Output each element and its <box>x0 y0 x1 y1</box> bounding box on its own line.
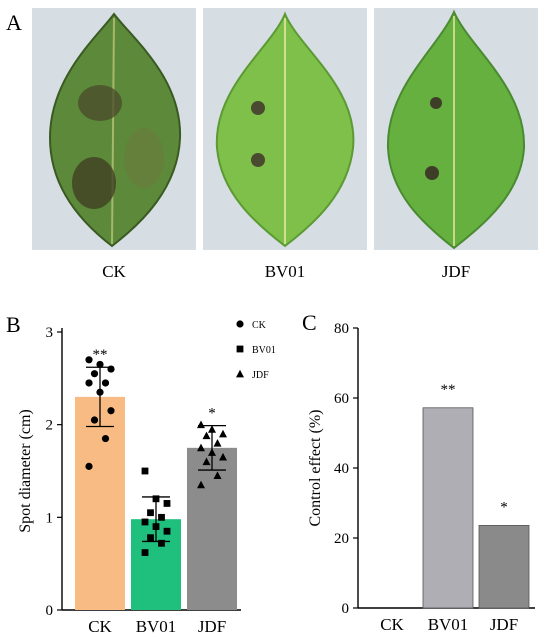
leaf-label-bv01: BV01 <box>264 262 306 281</box>
data-point-bv01 <box>141 549 149 556</box>
legend-marker-ck <box>236 320 244 328</box>
data-point-bv01 <box>163 527 171 535</box>
leaf-label-jdf: JDF <box>441 262 471 281</box>
leaf-bv01-image <box>215 11 355 248</box>
data-point-jdf <box>197 443 205 452</box>
x-tick-label: JDF <box>198 617 226 636</box>
legend-label: JDF <box>252 370 269 381</box>
data-point-ck <box>85 379 93 387</box>
bar-ck <box>75 396 125 610</box>
data-point-bv01 <box>152 523 160 530</box>
bar-jdf <box>187 447 237 610</box>
data-point-bv01 <box>158 513 165 521</box>
x-tick-label: CK <box>88 617 112 636</box>
panel-letter-b: B <box>6 312 21 337</box>
legend-marker-bv01 <box>236 345 244 353</box>
data-point-jdf <box>219 452 227 461</box>
data-point-jdf <box>219 429 227 438</box>
data-point-bv01 <box>141 518 149 526</box>
legend-label: CK <box>252 320 267 331</box>
leaf-photo-ck <box>32 8 196 250</box>
data-point-jdf <box>197 420 205 429</box>
y-tick-label: 0 <box>342 601 350 617</box>
y-tick-label: 2 <box>46 418 54 434</box>
y-tick-label: 0 <box>46 603 54 619</box>
data-point-bv01 <box>163 500 171 507</box>
data-point-ck <box>96 360 104 369</box>
panel-letter-a: A <box>6 10 22 35</box>
data-point-jdf <box>197 480 205 489</box>
data-point-ck <box>85 356 93 364</box>
y-tick-label: 60 <box>334 391 349 407</box>
x-tick-label: JDF <box>490 615 518 634</box>
data-point-ck <box>107 365 115 373</box>
significance-label: * <box>500 499 508 515</box>
x-tick-label: BV01 <box>136 617 177 636</box>
x-tick-label: BV01 <box>428 615 469 634</box>
data-point-ck <box>101 434 110 443</box>
data-point-bv01 <box>152 495 160 503</box>
data-point-ck <box>85 462 93 470</box>
data-point-bv01 <box>158 539 165 547</box>
leaf-ck-image <box>48 12 182 248</box>
data-point-bv01 <box>147 534 154 542</box>
y-tick-label: 40 <box>334 461 349 477</box>
legend-label: BV01 <box>252 345 276 356</box>
leaf-photo-bv01 <box>203 8 367 250</box>
data-point-jdf <box>202 457 211 466</box>
data-point-jdf <box>213 439 222 447</box>
y-axis-label: Spot diameter (cm) <box>17 409 34 533</box>
data-point-jdf <box>208 448 216 456</box>
data-point-jdf <box>202 431 211 440</box>
bar-jdf <box>478 524 530 609</box>
data-point-ck <box>107 407 115 415</box>
bar-bv01 <box>422 407 474 609</box>
data-point-jdf <box>213 471 222 480</box>
data-point-jdf <box>208 425 216 433</box>
y-tick-label: 3 <box>46 325 54 341</box>
significance-label: * <box>208 406 216 422</box>
data-point-bv01 <box>141 467 149 475</box>
chart-spot-diameter: 0 1 2 3 Spot diameter (cm) ** CK BV01 * JDF CK BV01… <box>17 320 276 636</box>
data-point-ck <box>90 416 99 424</box>
y-tick-label: 20 <box>334 531 349 547</box>
x-tick-label: CK <box>380 615 404 634</box>
panel-letter-c: C <box>302 310 317 335</box>
leaf-photo-jdf <box>374 8 538 250</box>
chart-control-effect: 0 20 40 60 80 Control effect (%) CK ** BV01 * JDF <box>307 321 535 634</box>
data-point-ck <box>96 388 104 396</box>
y-tick-label: 80 <box>334 321 349 337</box>
y-axis-label: Control effect (%) <box>307 410 324 527</box>
data-point-bv01 <box>147 509 154 517</box>
significance-label: ** <box>441 382 456 398</box>
significance-label: ** <box>93 347 108 363</box>
legend-marker-jdf <box>236 369 244 378</box>
data-point-ck <box>101 379 110 387</box>
data-point-ck <box>90 370 99 378</box>
leaf-jdf-image <box>386 9 526 250</box>
leaf-label-ck: CK <box>102 262 126 281</box>
y-tick-label: 1 <box>46 510 54 526</box>
